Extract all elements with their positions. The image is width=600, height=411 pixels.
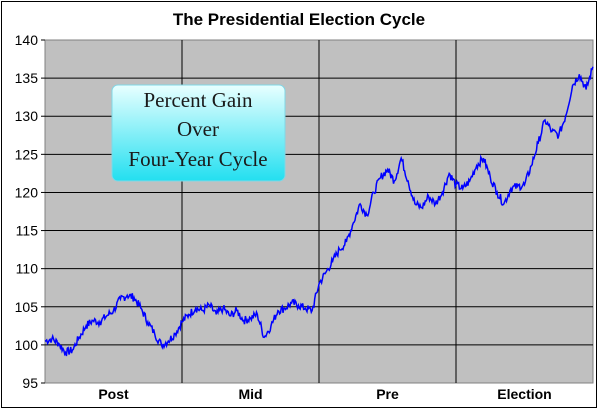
x-category-label: Post <box>98 386 129 402</box>
chart-title: The Presidential Election Cycle <box>173 10 425 29</box>
annotation-line-2: Over <box>177 117 219 141</box>
y-tick-label: 140 <box>15 32 39 48</box>
x-category-label: Mid <box>238 386 262 402</box>
y-tick-label: 105 <box>15 299 39 315</box>
annotation-box <box>111 84 286 182</box>
annotation-line-3: Four-Year Cycle <box>128 147 267 171</box>
y-tick-label: 100 <box>15 337 39 353</box>
y-tick-label: 120 <box>15 184 39 200</box>
series-line <box>44 66 594 357</box>
y-tick-label: 125 <box>15 146 39 162</box>
y-tick-label: 95 <box>22 375 38 391</box>
y-tick-label: 110 <box>16 261 39 277</box>
x-category-label: Pre <box>376 386 399 402</box>
x-axis: Post Mid Pre Election <box>98 386 551 402</box>
y-tick-label: 135 <box>15 70 39 86</box>
x-category-label: Election <box>497 386 551 402</box>
y-tick-label: 130 <box>15 108 39 124</box>
annotation-line-1: Percent Gain <box>143 88 253 112</box>
y-axis: 95 100 105 110 115 120 125 130 135 140 <box>15 32 45 391</box>
y-tick-label: 115 <box>16 223 39 239</box>
